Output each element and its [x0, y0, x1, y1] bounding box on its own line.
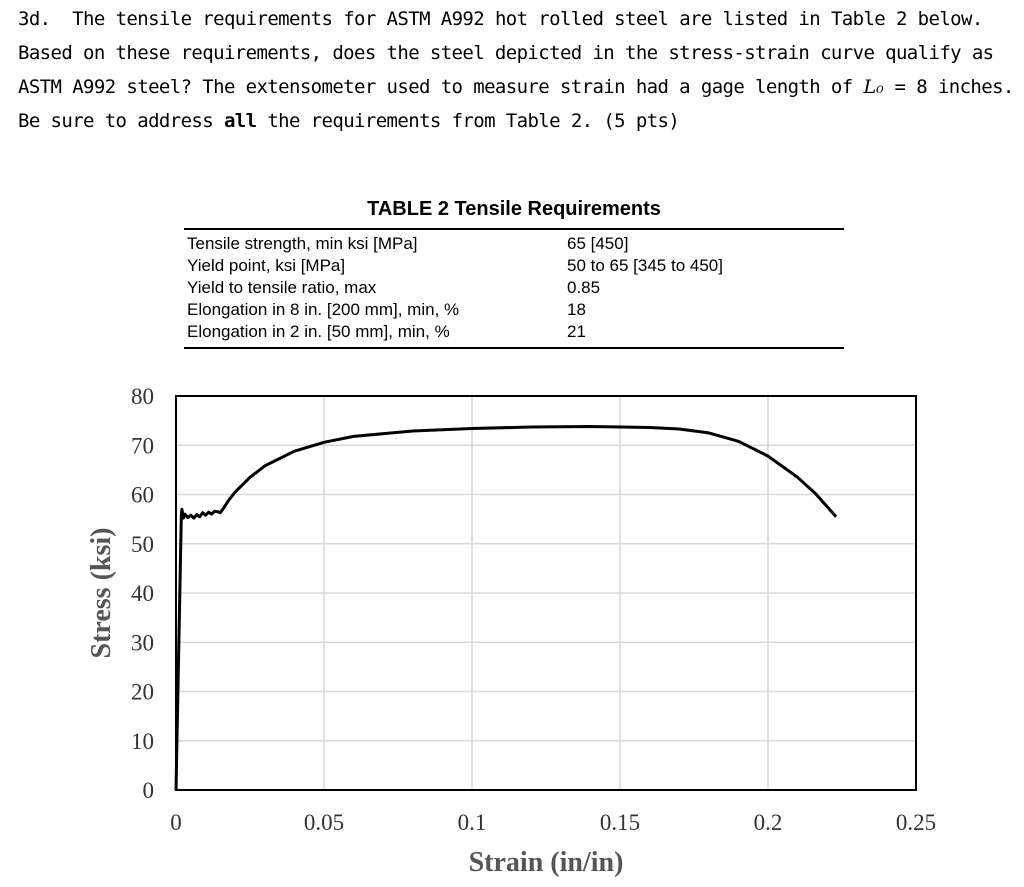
- stress-strain-chart: 0 0.05 0.1 0.15 0.2 0.25 0 10 20 30 40 50 60 70 80 St…: [86, 384, 936, 878]
- question-number: 3d.: [18, 8, 51, 30]
- table-cell-property: Tensile strength, min ksi [MPa]: [187, 234, 418, 253]
- table-row: Elongation in 2 in. [50 mm], min, % 21: [184, 321, 844, 343]
- y-tick-label: 60: [131, 483, 154, 508]
- requirements-table: Tensile strength, min ksi [MPa] 65 [450]…: [184, 228, 844, 349]
- y-tick-label: 20: [131, 680, 154, 705]
- x-tick-label: 0: [170, 810, 182, 835]
- y-tick-label: 80: [131, 384, 154, 409]
- table-cell-value: 50 to 65 [345 to 450]: [567, 256, 723, 275]
- table-cell-property: Yield point, ksi [MPa]: [187, 256, 346, 275]
- table-cell-value: 21: [567, 322, 586, 341]
- y-tick-label: 30: [131, 630, 154, 655]
- y-tick-label: 10: [131, 729, 154, 754]
- table-row: Yield to tensile ratio, max 0.85: [184, 277, 844, 299]
- x-tick-label: 0.05: [304, 810, 344, 835]
- question-text-part-2: = 8 inches. Be sure to address: [18, 76, 1014, 132]
- x-axis-ticks: 0 0.05 0.1 0.15 0.2 0.25: [170, 810, 936, 835]
- table-row: Elongation in 8 in. [200 mm], min, % 18: [184, 299, 844, 321]
- table-cell-property: Elongation in 2 in. [50 mm], min, %: [187, 322, 450, 341]
- x-axis-title: Strain (in/in): [469, 847, 624, 878]
- table-cell-value: 65 [450]: [567, 234, 629, 253]
- table-cell-property: Elongation in 8 in. [200 mm], min, %: [187, 300, 460, 319]
- x-tick-label: 0.1: [458, 810, 487, 835]
- table-row: Yield point, ksi [MPa] 50 to 65 [345 to …: [184, 255, 844, 277]
- question-emphasis: all: [223, 110, 257, 132]
- plot-area-border: [175, 395, 917, 791]
- table-cell-property: Yield to tensile ratio, max: [187, 278, 377, 297]
- gage-length-symbol: L₀: [863, 76, 884, 98]
- y-tick-label: 40: [131, 581, 154, 606]
- stress-strain-curve: [174, 425, 838, 791]
- x-tick-label: 0.25: [896, 810, 936, 835]
- table-title: TABLE 2 Tensile Requirements: [367, 198, 661, 220]
- y-tick-label: 50: [131, 532, 154, 557]
- table-cell-value: 0.85: [567, 278, 601, 297]
- question-text-part-1: The tensile requirements for ASTM A992 h…: [18, 8, 994, 98]
- y-tick-label: 0: [143, 778, 155, 803]
- x-tick-label: 0.2: [754, 810, 783, 835]
- table-row: Tensile strength, min ksi [MPa] 65 [450]: [184, 233, 844, 255]
- y-tick-label: 70: [131, 433, 154, 458]
- table-cell-value: 18: [567, 300, 586, 319]
- y-axis-ticks: 0 10 20 30 40 50 60 70 80: [131, 384, 154, 803]
- question-text-part-3: the requirements from Table 2. (5 pts): [267, 110, 680, 132]
- question-text: 3d. The tensile requirements for ASTM A9…: [18, 2, 1018, 138]
- y-axis-title: Stress (ksi): [86, 528, 117, 659]
- x-tick-label: 0.15: [600, 810, 640, 835]
